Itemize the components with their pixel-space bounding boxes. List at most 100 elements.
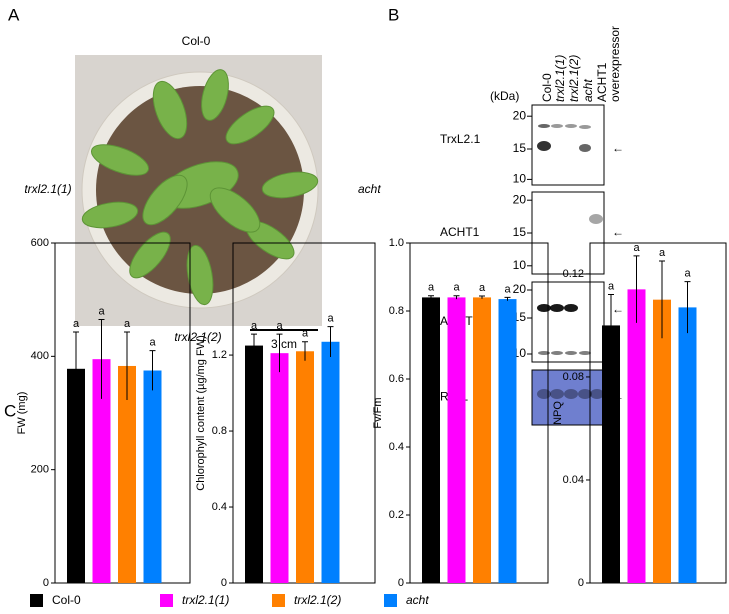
legend-label: trxl2.1(2)	[294, 593, 341, 607]
bar	[498, 299, 517, 583]
marker-label: 20	[513, 108, 527, 122]
error-bar	[684, 281, 691, 334]
significance-letter: a	[608, 280, 615, 292]
significance-letter: a	[684, 268, 691, 280]
y-tick-label: 0	[221, 577, 227, 589]
blot	[531, 281, 605, 363]
y-tick-label: 0.04	[563, 474, 584, 486]
band	[538, 124, 550, 128]
blot-name: TrxL2.1	[440, 132, 481, 146]
significance-letter: a	[98, 305, 105, 317]
y-tick-label: 0	[43, 577, 49, 589]
marker-label: 10	[513, 258, 527, 272]
significance-letter: a	[428, 282, 435, 294]
bar	[627, 289, 646, 583]
significance-letter: a	[659, 247, 666, 259]
band	[537, 141, 551, 151]
band	[551, 351, 563, 355]
error-bar	[302, 341, 308, 361]
lane-label: Col-0	[540, 73, 554, 102]
label-bottom: trxl2.1(2)	[174, 330, 221, 344]
bar	[118, 365, 136, 583]
bar	[678, 307, 697, 583]
label-left: trxl2.1(1)	[24, 182, 71, 196]
y-axis-label: Fv/Fm	[372, 397, 384, 428]
lane-label: acht	[581, 79, 595, 102]
y-axis-label: NPQ	[552, 401, 564, 425]
blot	[531, 369, 605, 426]
significance-letter: a	[302, 328, 309, 340]
band	[565, 351, 577, 355]
blot-name: ACHT1	[440, 225, 480, 239]
significance-letter: a	[504, 283, 511, 295]
significance-letter: a	[327, 312, 334, 324]
bar	[67, 368, 85, 583]
kda-label: (kDa)	[490, 89, 519, 103]
bar	[602, 325, 620, 583]
legend-swatch	[272, 594, 285, 607]
lane-label: trxl2.1(1)	[553, 55, 567, 102]
marker-label: 20	[513, 282, 527, 296]
error-bar	[327, 326, 334, 357]
panel-c: C	[4, 401, 16, 420]
label-right: acht	[358, 182, 381, 196]
bar	[473, 297, 491, 583]
y-tick-label: 1.0	[389, 237, 404, 249]
significance-letter: a	[453, 282, 460, 294]
panel-letter: C	[4, 401, 16, 420]
band	[537, 389, 551, 399]
panel-a: A Col-0 trxl2.1(1) acht trxl2.1(2) 3 cm	[8, 5, 381, 351]
panel-letter: A	[8, 5, 20, 24]
blot	[531, 191, 605, 275]
y-tick-label: 0.12	[563, 268, 584, 280]
band	[579, 125, 591, 129]
error-bar	[479, 295, 485, 299]
y-tick-label: 200	[31, 464, 49, 476]
band	[578, 389, 592, 399]
marker-label: 15	[513, 141, 527, 155]
arrow: ←	[612, 141, 624, 155]
error-bar	[659, 260, 665, 339]
y-tick-label: 0.8	[212, 425, 227, 437]
y-axis-label: FW (mg)	[16, 392, 28, 435]
rosettes	[81, 69, 319, 306]
arrow: ←	[612, 302, 624, 316]
y-tick-label: 0	[398, 577, 404, 589]
legend-label: trxl2.1(1)	[182, 593, 229, 607]
lane-label: overexpressor	[608, 26, 622, 102]
legend-swatch	[160, 594, 173, 607]
band	[564, 389, 578, 399]
bar	[321, 341, 340, 583]
y-tick-label: 0.4	[389, 441, 404, 453]
significance-letter: a	[251, 320, 258, 332]
error-bar	[633, 255, 640, 323]
y-axis-label: Chlorophyll content (µg/mg FW)	[195, 335, 207, 491]
bar	[447, 297, 466, 583]
error-bar	[149, 350, 156, 391]
error-bar	[73, 331, 79, 406]
error-bar	[124, 331, 130, 400]
bar	[296, 351, 314, 583]
significance-letter: a	[633, 242, 640, 254]
legend-label: Col-0	[52, 593, 81, 607]
lane-label: ACHT1	[595, 62, 609, 102]
band	[550, 304, 564, 312]
error-bar	[251, 333, 257, 357]
y-tick-label: 0.6	[389, 373, 404, 385]
band	[589, 214, 603, 224]
bar	[92, 359, 111, 583]
error-bar	[98, 319, 105, 399]
band	[551, 124, 563, 128]
band	[565, 124, 577, 128]
error-bar	[608, 294, 614, 357]
significance-letter: a	[276, 320, 283, 332]
bar	[143, 370, 162, 583]
marker-label: 15	[513, 225, 527, 239]
y-tick-label: 0.8	[389, 305, 404, 317]
y-tick-label: 400	[31, 350, 49, 362]
legend-swatch	[30, 594, 43, 607]
panel-letter: B	[388, 5, 399, 24]
y-tick-label: 0.2	[389, 509, 404, 521]
bar	[270, 353, 289, 583]
